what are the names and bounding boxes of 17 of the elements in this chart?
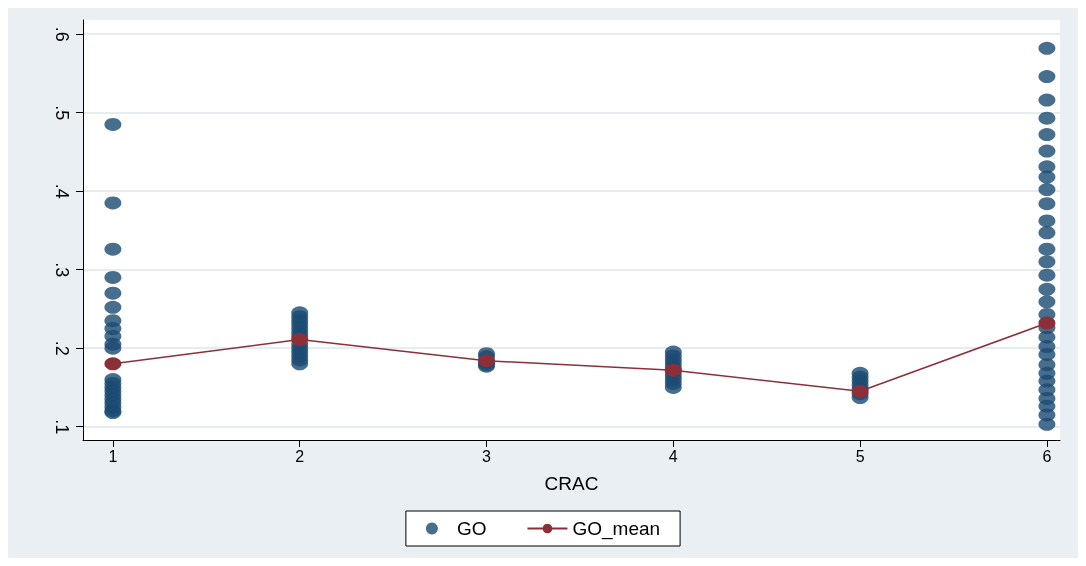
- x-axis-title: CRAC: [544, 473, 599, 494]
- y-tick-label: .1: [52, 419, 72, 435]
- y-tick-label: .6: [52, 26, 72, 42]
- x-tick-label: 5: [855, 447, 865, 465]
- x-tick-label: 1: [108, 447, 118, 465]
- legend-label: GO: [456, 518, 487, 539]
- point: [104, 357, 122, 371]
- y-tick-label: .5: [52, 105, 72, 121]
- x-tick-label: 4: [668, 447, 678, 465]
- y-tick-label: .3: [52, 262, 72, 278]
- x-tick-label: 6: [1042, 447, 1052, 465]
- y-tick-label: .2: [52, 340, 72, 356]
- point: [291, 333, 309, 347]
- y-tick-label: .4: [52, 183, 72, 199]
- x-tick-label: 2: [295, 447, 305, 465]
- legend-label: GO_mean: [572, 518, 661, 540]
- x-tick-label: 3: [482, 447, 492, 465]
